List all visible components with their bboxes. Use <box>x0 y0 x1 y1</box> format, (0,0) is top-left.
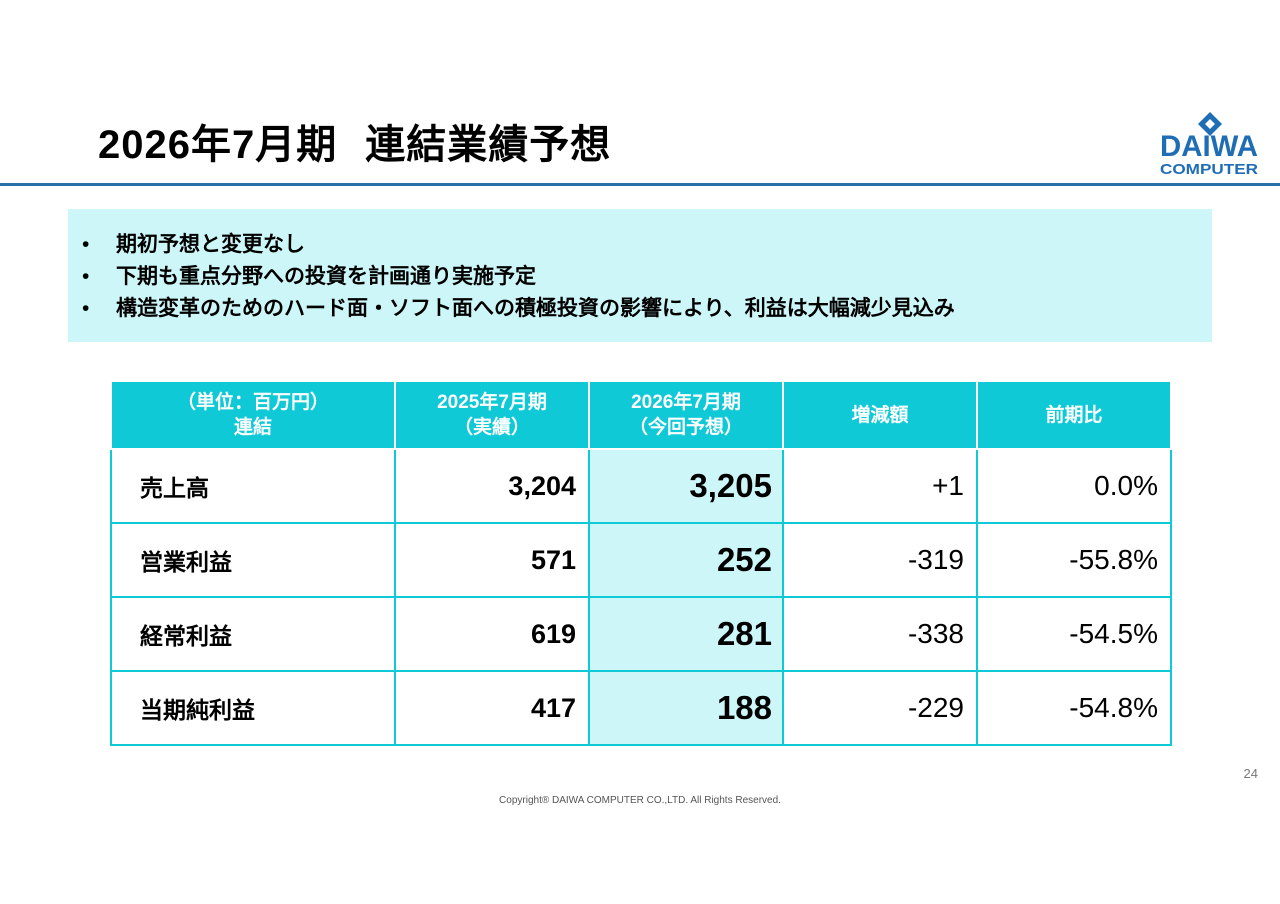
ratio-value: -54.8% <box>976 670 1172 746</box>
prev-value: 3,204 <box>394 448 590 524</box>
table-row: 経常利益 619 281 -338 -54.5% <box>110 596 1172 672</box>
bullet-icon: • <box>82 265 90 288</box>
bullet-icon: • <box>82 297 90 320</box>
forecast-value: 281 <box>588 596 784 672</box>
summary-item-text: 構造変革のためのハード面・ソフト面への積極投資の影響により、利益は大幅減少見込み <box>116 297 955 320</box>
change-value: +1 <box>782 448 978 524</box>
page-title: 2026年7月期 連結業績予想 <box>98 112 611 170</box>
ratio-value: -54.5% <box>976 596 1172 672</box>
header-forecast: 2026年7月期 （今回予想） <box>588 380 784 450</box>
forecast-value: 3,205 <box>588 448 784 524</box>
summary-item: • 期初予想と変更なし <box>82 229 1212 261</box>
forecast-value: 188 <box>588 670 784 746</box>
change-value: -229 <box>782 670 978 746</box>
logo-text-daiwa: DAIWA <box>1160 130 1258 163</box>
page-title-period: 2026年7月期 <box>98 123 338 167</box>
table-header-row: （単位：百万円） 連結 2025年7月期 （実績） 2026年7月期 （今回予想… <box>110 380 1172 450</box>
summary-list: • 期初予想と変更なし • 下期も重点分野への投資を計画通り実施予定 • 構造変革のた… <box>82 229 1212 325</box>
summary-item: • 下期も重点分野への投資を計画通り実施予定 <box>82 261 1212 293</box>
prev-value: 417 <box>394 670 590 746</box>
prev-value: 619 <box>394 596 590 672</box>
change-value: -319 <box>782 522 978 598</box>
header-ratio: 前期比 <box>976 380 1172 450</box>
summary-item: • 構造変革のためのハード面・ソフト面への積極投資の影響により、利益は大幅減少見込… <box>82 293 1212 325</box>
row-label: 経常利益 <box>110 596 396 672</box>
page-number: 24 <box>1243 766 1258 781</box>
bullet-icon: • <box>82 233 90 256</box>
title-divider <box>0 183 1280 186</box>
ratio-value: -55.8% <box>976 522 1172 598</box>
logo-text-computer: COMPUTER <box>1160 161 1258 178</box>
summary-item-text: 期初予想と変更なし <box>116 233 305 256</box>
header-prev-year: 2025年7月期 （実績） <box>394 380 590 450</box>
page-title-subject: 連結業績予想 <box>365 123 612 167</box>
header-unit: （単位：百万円） 連結 <box>110 380 396 450</box>
row-label: 売上高 <box>110 448 396 524</box>
summary-item-text: 下期も重点分野への投資を計画通り実施予定 <box>116 265 536 288</box>
row-label: 当期純利益 <box>110 670 396 746</box>
summary-box: • 期初予想と変更なし • 下期も重点分野への投資を計画通り実施予定 • 構造変革のた… <box>68 209 1212 342</box>
forecast-table: （単位：百万円） 連結 2025年7月期 （実績） 2026年7月期 （今回予想… <box>110 380 1172 746</box>
change-value: -338 <box>782 596 978 672</box>
header-change: 増減額 <box>782 380 978 450</box>
row-label: 営業利益 <box>110 522 396 598</box>
table-row: 当期純利益 417 188 -229 -54.8% <box>110 670 1172 746</box>
copyright-notice: Copyright® DAIWA COMPUTER CO.,LTD. All R… <box>499 795 781 806</box>
forecast-value: 252 <box>588 522 784 598</box>
ratio-value: 0.0% <box>976 448 1172 524</box>
daiwa-logo-icon: DAIWA COMPUTER <box>1160 112 1258 178</box>
table-row: 営業利益 571 252 -319 -55.8% <box>110 522 1172 598</box>
prev-value: 571 <box>394 522 590 598</box>
table-row: 売上高 3,204 3,205 +1 0.0% <box>110 448 1172 524</box>
company-logo: DAIWA COMPUTER <box>1158 110 1260 178</box>
